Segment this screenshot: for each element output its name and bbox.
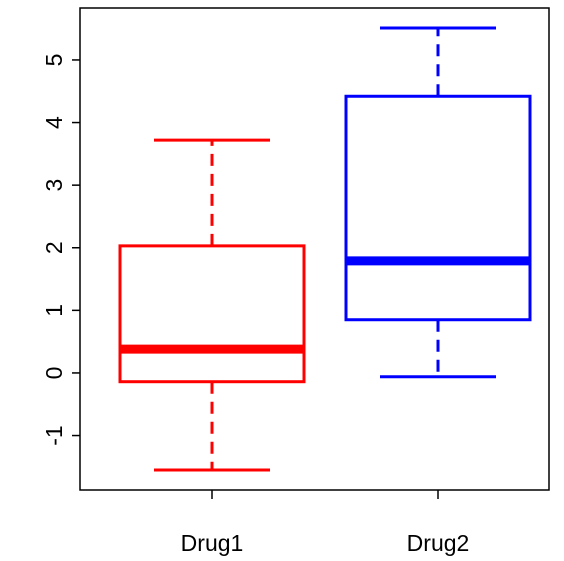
y-tick-label: 1 <box>41 304 67 317</box>
y-tick-label: 2 <box>41 241 67 254</box>
box <box>344 94 532 322</box>
x-tick-label: Drug2 <box>407 530 470 556</box>
y-tick-label: -1 <box>41 425 67 445</box>
y-tick-label: 3 <box>41 179 67 192</box>
plot-frame <box>79 7 550 491</box>
y-tick-label: 5 <box>41 54 67 67</box>
y-tick-label: 4 <box>41 116 67 129</box>
y-tick-label: 0 <box>41 367 67 380</box>
box <box>118 244 306 384</box>
x-tick-label: Drug1 <box>181 530 244 556</box>
